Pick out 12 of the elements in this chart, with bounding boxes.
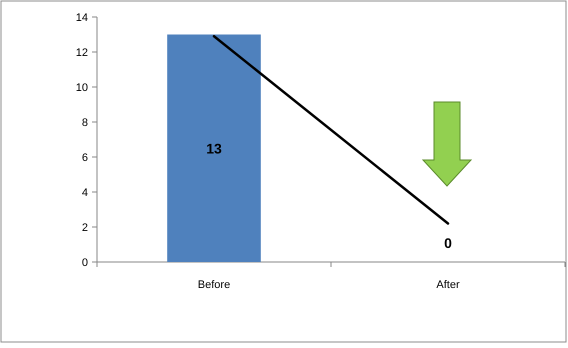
data-label: 0 bbox=[444, 235, 452, 251]
y-tick-label: 4 bbox=[82, 187, 88, 199]
y-tick-label: 8 bbox=[82, 117, 88, 129]
x-tick-label: Before bbox=[198, 279, 230, 291]
data-label: 13 bbox=[206, 140, 222, 156]
y-tick-label: 14 bbox=[76, 12, 88, 24]
y-tick-label: 0 bbox=[82, 257, 88, 269]
y-tick-label: 10 bbox=[76, 82, 88, 94]
y-tick-label: 6 bbox=[82, 152, 88, 164]
x-tick-label: After bbox=[436, 279, 460, 291]
y-tick-label: 2 bbox=[82, 222, 88, 234]
y-tick-label: 12 bbox=[76, 47, 88, 59]
